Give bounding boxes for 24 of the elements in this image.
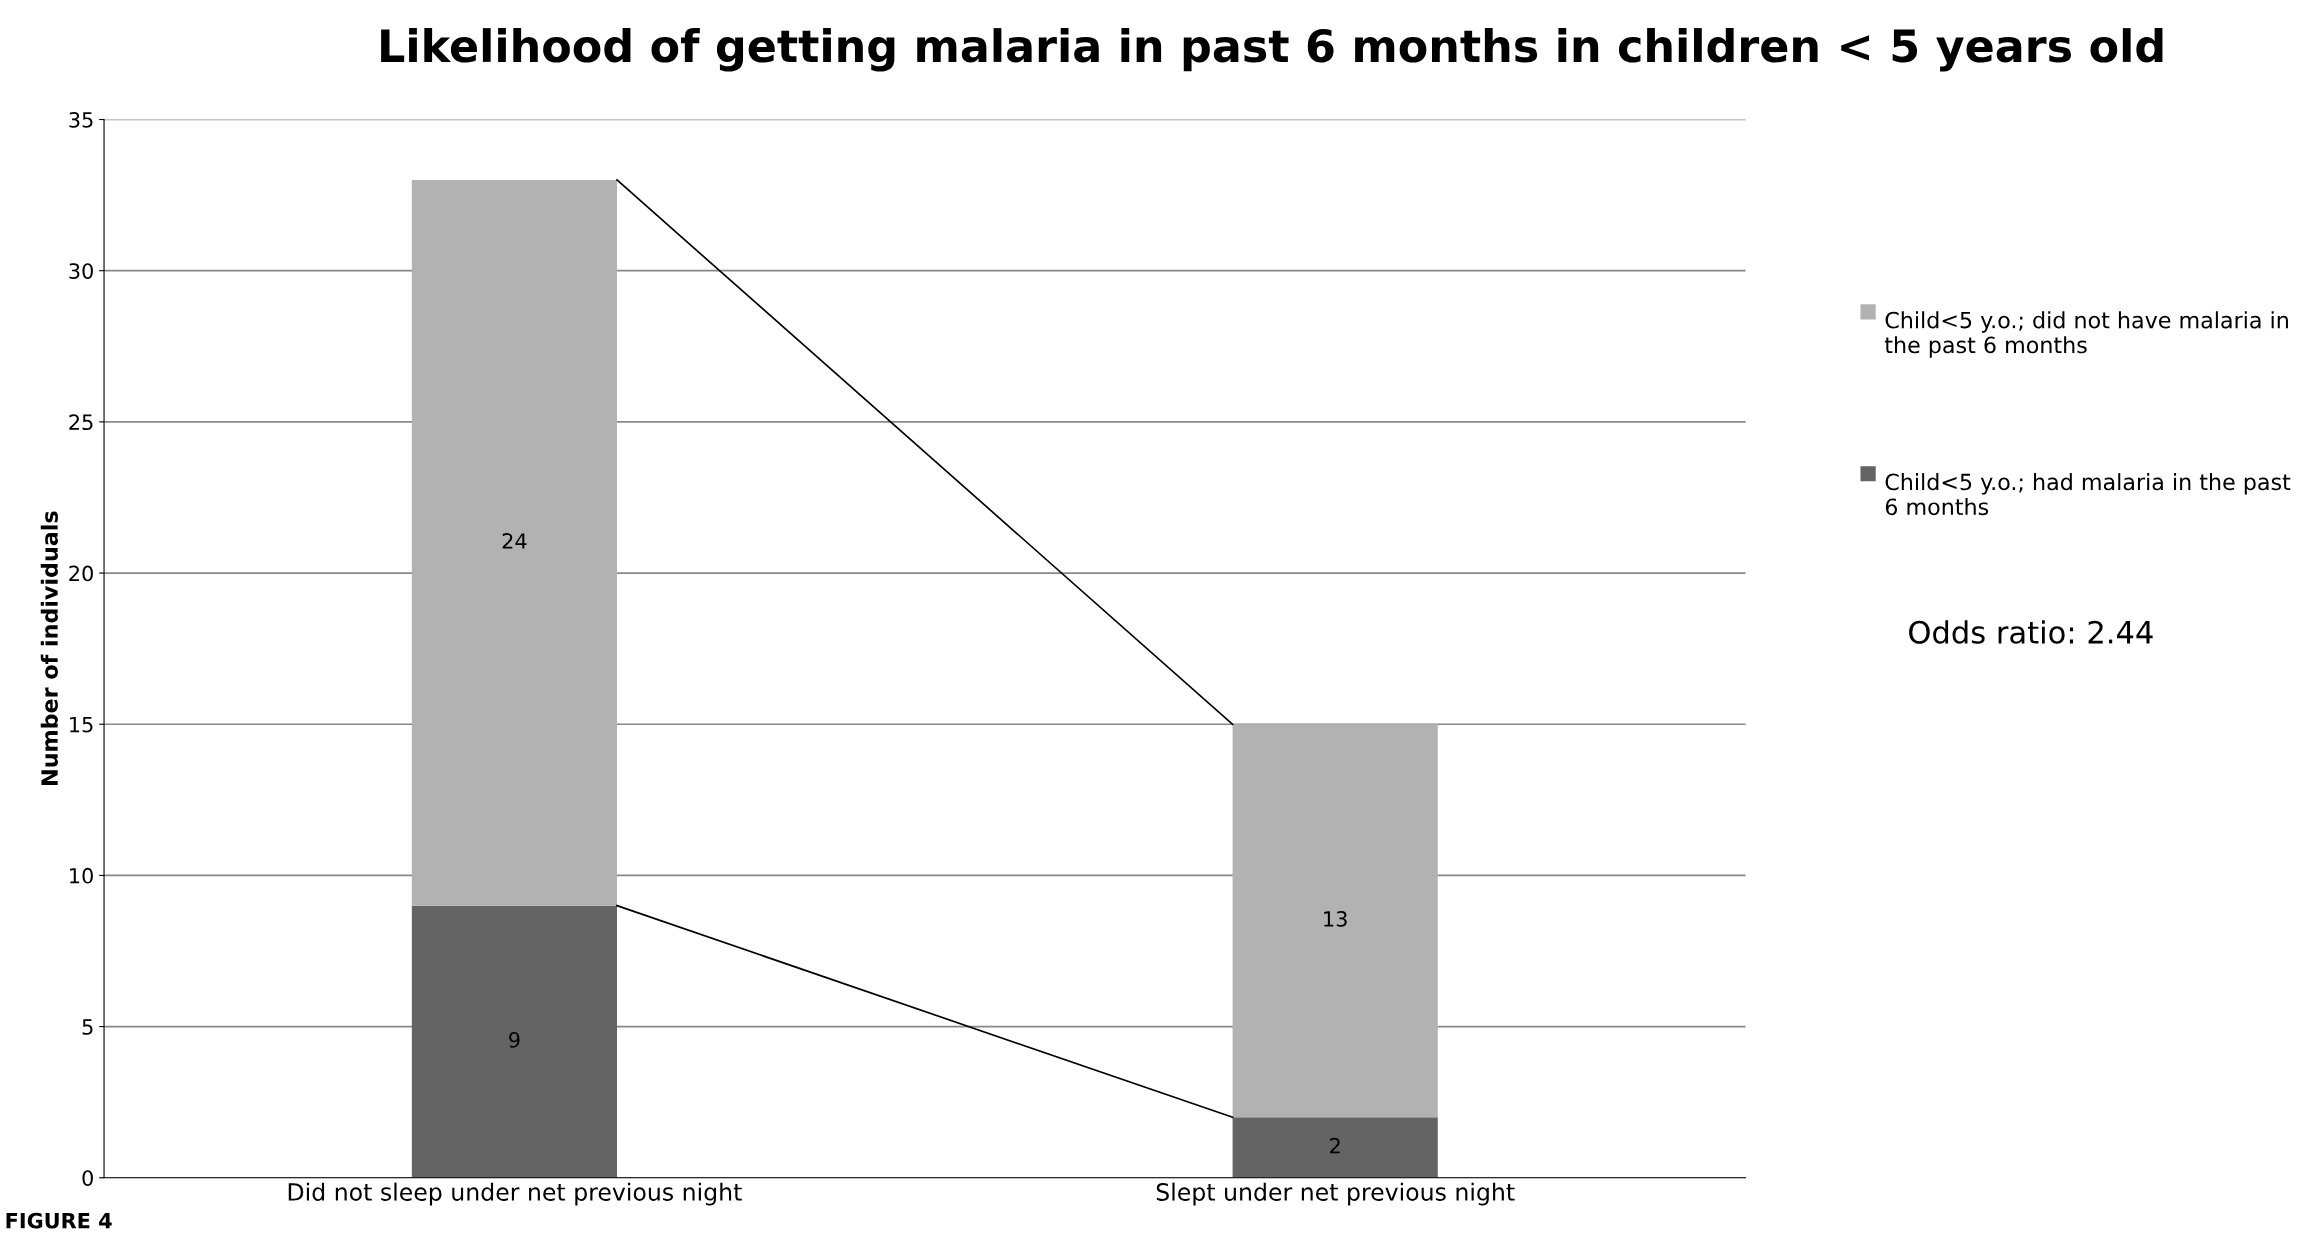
x-tick-label: Did not sleep under net previous night — [288, 1182, 742, 1206]
chart-title: Likelihood of getting malaria in past 6 months in children < 5 years old — [381, 28, 2163, 72]
legend-label: Child<5 y.o.; had malaria in the past 6 months — [1885, 473, 2291, 516]
bar — [411, 905, 618, 1178]
y-tick-label: 35 — [69, 111, 93, 128]
x-tick-label: Slept under net previous night — [1156, 1182, 1515, 1206]
data-label: 13 — [1324, 911, 1347, 927]
y-tick-label: 20 — [69, 565, 93, 582]
y-tick-label: 5 — [82, 1019, 93, 1035]
text: Odds ratio: 2.44 — [1909, 620, 2153, 644]
data-label: 2 — [1330, 1137, 1340, 1154]
data-label: 24 — [502, 533, 527, 549]
legend-label: Child<5 y.o.; did not have malaria in the past 6 months — [1884, 311, 2288, 358]
bar — [411, 179, 618, 906]
y-tick-label: 25 — [69, 414, 93, 431]
y-tick-label: 15 — [70, 716, 93, 733]
bar — [1232, 724, 1438, 1118]
y-tick-label: 30 — [69, 263, 93, 279]
data-label: 9 — [509, 1032, 520, 1048]
bar — [1232, 1117, 1438, 1178]
y-tick-label: 10 — [70, 867, 93, 884]
caption: FIGURE 4 — [6, 1212, 112, 1229]
y-axis-title: Number of individuals — [40, 511, 58, 785]
y-tick-label: 0 — [82, 1170, 93, 1186]
